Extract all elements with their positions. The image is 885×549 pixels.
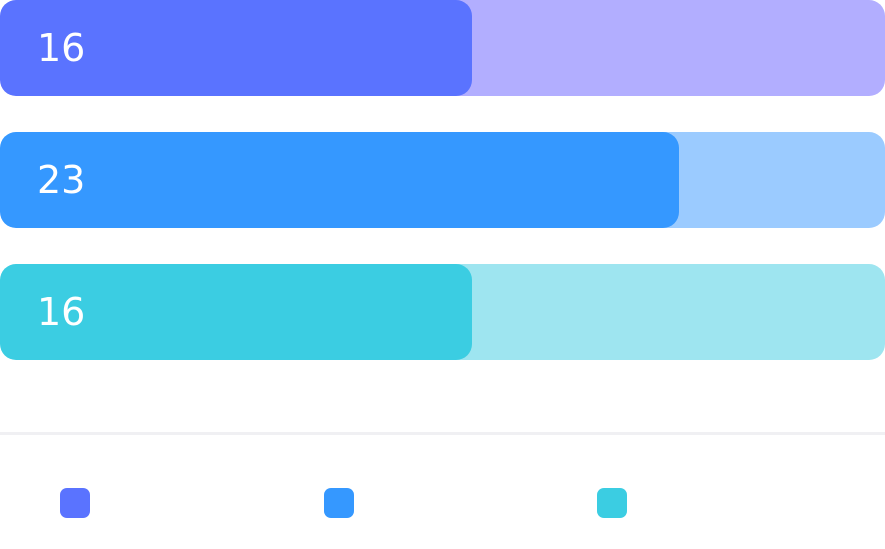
legend-swatch-2[interactable] [324, 488, 354, 518]
legend-swatch-3[interactable] [597, 488, 627, 518]
bar-track-3: 16 [0, 264, 885, 360]
bar-track-2: 23 [0, 132, 885, 228]
legend [0, 488, 885, 520]
bar-track-1: 16 [0, 0, 885, 96]
legend-divider [0, 432, 885, 435]
legend-swatch-1[interactable] [60, 488, 90, 518]
bar-2 [0, 132, 679, 228]
bar-label-1: 16 [37, 26, 86, 70]
bar-3 [0, 264, 472, 360]
bar-1 [0, 0, 472, 96]
bar-label-2: 23 [37, 158, 86, 202]
bar-label-3: 16 [37, 290, 86, 334]
bar-chart: 16 23 16 [0, 0, 885, 360]
